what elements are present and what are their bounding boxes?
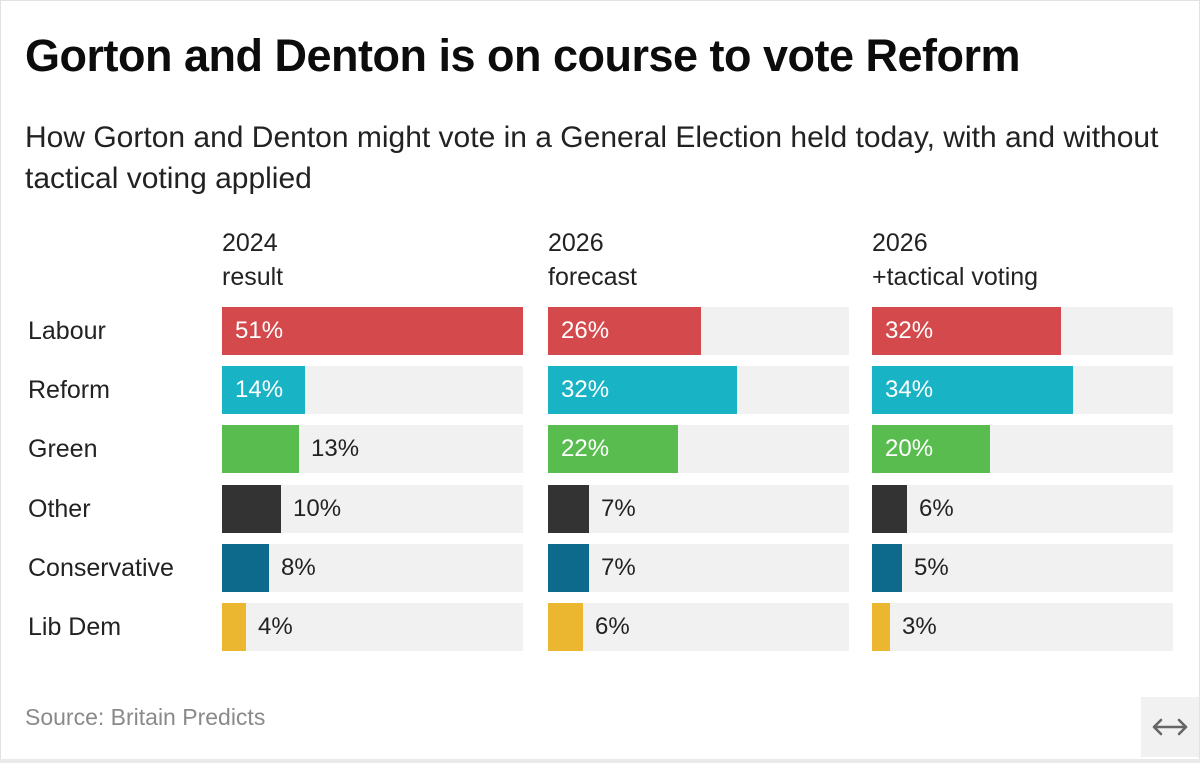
bar-reform bbox=[222, 366, 305, 415]
bar-track: 26% bbox=[548, 307, 849, 355]
panel-header: 2026 +tactical voting bbox=[872, 226, 1038, 294]
data-label: 32% bbox=[561, 376, 610, 404]
data-label: 3% bbox=[902, 613, 937, 640]
category-label-green: Green bbox=[28, 435, 98, 464]
bar-green bbox=[872, 425, 990, 474]
category-label-other: Other bbox=[28, 494, 91, 523]
bar-other bbox=[548, 484, 589, 533]
bar-track: 8% bbox=[222, 543, 523, 592]
bar-track: 13% bbox=[222, 425, 523, 474]
panel-header-line: forecast bbox=[548, 263, 637, 291]
bar-green bbox=[548, 425, 678, 474]
bar-track: 22% bbox=[548, 425, 849, 474]
bar-track: 6% bbox=[548, 603, 849, 651]
bar-reform bbox=[872, 366, 1073, 415]
bar-conservative bbox=[872, 543, 902, 592]
category-label-conservative: Conservative bbox=[28, 553, 174, 582]
panel-header: 2026 forecast bbox=[548, 226, 637, 294]
data-label: 6% bbox=[595, 613, 630, 640]
data-label: 34% bbox=[885, 376, 934, 404]
bar-other bbox=[872, 484, 907, 533]
bottom-border bbox=[0, 759, 1200, 763]
data-label: 32% bbox=[885, 317, 934, 344]
bar-track: 4% bbox=[222, 603, 523, 651]
bar-track: 5% bbox=[872, 543, 1173, 592]
bar-conservative bbox=[548, 543, 589, 592]
bar-track: 14% bbox=[222, 366, 523, 415]
source-note: Source: Britain Predicts bbox=[25, 704, 266, 730]
panel-header-line: +tactical voting bbox=[872, 263, 1039, 291]
bar-reform bbox=[548, 366, 737, 415]
chart-title: Gorton and Denton is on course to vote R… bbox=[25, 30, 1021, 81]
bar-lib-dem bbox=[548, 603, 583, 651]
bar-track: 10% bbox=[222, 484, 523, 533]
data-label: 5% bbox=[914, 553, 949, 581]
bar-green bbox=[222, 425, 299, 474]
data-label: 14% bbox=[235, 376, 284, 404]
data-label: 22% bbox=[561, 435, 610, 463]
panel-header-line: result bbox=[222, 263, 284, 291]
panel-header: 2024 result bbox=[222, 226, 283, 294]
bar-track: 3% bbox=[872, 603, 1173, 651]
horizontal-arrows-icon bbox=[1152, 718, 1188, 736]
bar-track: 7% bbox=[548, 484, 849, 533]
expand-button[interactable] bbox=[1141, 697, 1199, 757]
bar-track: 34% bbox=[872, 366, 1173, 415]
bar-labour bbox=[548, 307, 701, 355]
data-label: 10% bbox=[293, 494, 342, 522]
bar-lib-dem bbox=[222, 603, 246, 651]
data-label: 26% bbox=[561, 317, 610, 344]
data-label: 8% bbox=[281, 553, 316, 581]
category-label-labour: Labour bbox=[28, 317, 106, 345]
bar-track: 32% bbox=[872, 307, 1173, 355]
data-label: 7% bbox=[601, 494, 636, 522]
bar-track: 6% bbox=[872, 484, 1173, 533]
bar-conservative bbox=[222, 543, 269, 592]
data-label: 6% bbox=[919, 494, 954, 522]
bar-labour bbox=[872, 307, 1061, 355]
data-label: 7% bbox=[601, 553, 636, 581]
bar-lib-dem bbox=[872, 603, 890, 651]
bar-other bbox=[222, 484, 281, 533]
data-label: 13% bbox=[311, 435, 360, 463]
bar-track: 51% bbox=[222, 307, 523, 355]
panel-header-line: 2026 bbox=[548, 229, 604, 257]
bar-track: 32% bbox=[548, 366, 849, 415]
chart-subtitle: How Gorton and Denton might vote in a Ge… bbox=[25, 121, 1159, 195]
data-label: 51% bbox=[235, 317, 284, 344]
bar-track: 7% bbox=[548, 543, 849, 592]
panel-header-line: 2024 bbox=[222, 229, 278, 257]
bar-labour bbox=[222, 307, 523, 355]
category-label-reform: Reform bbox=[28, 376, 110, 405]
data-label: 20% bbox=[885, 435, 934, 463]
category-label-lib-dem: Lib Dem bbox=[28, 613, 122, 641]
bar-track: 20% bbox=[872, 425, 1173, 474]
panel-header-line: 2026 bbox=[872, 229, 928, 257]
data-label: 4% bbox=[258, 613, 293, 640]
